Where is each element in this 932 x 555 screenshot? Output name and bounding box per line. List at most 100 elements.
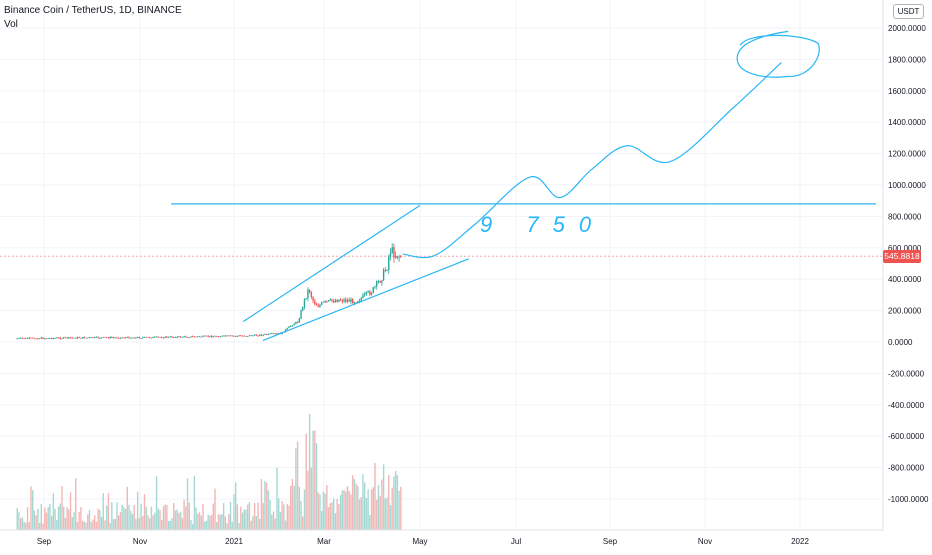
volume-bar [281, 501, 283, 530]
candle-body [394, 256, 397, 258]
candle-body [240, 335, 242, 337]
candle-body [138, 337, 141, 339]
candle-body [255, 334, 258, 336]
price-axis[interactable]: 2000.0000 1800.0000 1600.0000 1400.0000 1200… [888, 24, 929, 504]
volume-bar [216, 521, 218, 530]
volume-bar [204, 521, 206, 530]
volume-bar [83, 521, 86, 530]
volume-bar [195, 507, 197, 530]
candle-body [272, 333, 275, 335]
volume-bar [269, 499, 271, 530]
candle-body [99, 337, 101, 339]
currency-badge[interactable]: USDT [893, 4, 924, 19]
candle-body [126, 336, 129, 338]
candle-body [173, 337, 175, 338]
candle-body [124, 337, 127, 339]
volume-bar [202, 503, 204, 530]
volume-bar [240, 506, 242, 530]
candle-body [169, 336, 172, 338]
candle-body [73, 337, 75, 339]
volume-bar [295, 448, 297, 530]
candle-body [97, 336, 99, 338]
volume-bar [360, 497, 362, 530]
volume-bar [308, 413, 311, 530]
candle-body [247, 336, 249, 337]
candle-body [372, 287, 374, 293]
volume-bar [45, 512, 48, 530]
volume-bar [174, 510, 177, 530]
volume-bar [167, 520, 170, 530]
candle-body [376, 281, 378, 287]
volume-bar [400, 486, 402, 530]
volume-bar [186, 478, 189, 530]
candle-body [69, 337, 72, 338]
candle-body [112, 337, 115, 339]
candle-body [290, 325, 292, 327]
volume-bar [37, 508, 39, 530]
candle-body [241, 335, 244, 337]
candle-body [164, 336, 166, 338]
candle-body [71, 337, 73, 339]
candle-body [179, 336, 182, 338]
candle-body [188, 337, 190, 339]
volume-bar [271, 514, 273, 530]
drawings[interactable]: 9 750 [171, 30, 876, 341]
candle-body [133, 337, 135, 339]
volume-bar [90, 522, 92, 530]
candle-body [386, 269, 388, 271]
volume-bar [166, 504, 168, 530]
candle-body [331, 299, 333, 302]
candle-body [162, 337, 165, 339]
volume-bar [248, 502, 251, 530]
channel-upper-line[interactable] [242, 204, 421, 323]
volume-bar [376, 499, 378, 530]
volume-bar [314, 430, 316, 530]
volume-bar [374, 463, 376, 530]
volume-bar [396, 475, 399, 530]
candle-body [264, 334, 266, 335]
handwritten-note: 9 750 [480, 212, 605, 237]
time-axis[interactable]: Sep Nov 2021 Mar May Jul Sep Nov 2022 [37, 537, 810, 546]
candle-body [174, 337, 177, 338]
candle-body [224, 335, 227, 337]
candle-body [32, 337, 34, 339]
volume-bar [76, 522, 79, 530]
candle-body [217, 336, 220, 338]
volume-bar [238, 522, 240, 530]
volume-bar [379, 495, 381, 530]
volume-bar [298, 486, 301, 530]
candle-body [185, 336, 187, 338]
candles [16, 243, 402, 340]
volume-bar [100, 516, 103, 530]
candle-body [155, 336, 158, 338]
volume-bar [288, 505, 290, 530]
volume-bar [243, 509, 245, 530]
projection-path[interactable] [402, 62, 782, 259]
candle-body [248, 335, 251, 337]
volume-bar [50, 516, 53, 530]
candle-body [207, 335, 209, 337]
volume-bar [185, 506, 187, 530]
channel-lower-line[interactable] [262, 258, 470, 341]
candle-body [193, 336, 196, 338]
candle-body [85, 337, 87, 339]
volume-bar [28, 522, 30, 530]
x-tick-label: Mar [317, 537, 331, 546]
volume-bar [40, 503, 43, 530]
volume-bar [276, 467, 278, 530]
volume-bar [315, 443, 318, 530]
volume-bar [68, 509, 70, 530]
candle-body [231, 335, 233, 337]
target-circle[interactable] [736, 30, 820, 78]
candle-body [100, 337, 103, 339]
candle-body [121, 337, 123, 339]
volume-bar [274, 518, 276, 530]
candle-body [205, 335, 208, 337]
candle-body [312, 296, 314, 301]
x-tick-label: May [412, 537, 427, 546]
volume-bar [25, 522, 27, 530]
volume-bar [33, 510, 36, 530]
volume-bar [38, 523, 41, 530]
candle-body [140, 338, 142, 339]
